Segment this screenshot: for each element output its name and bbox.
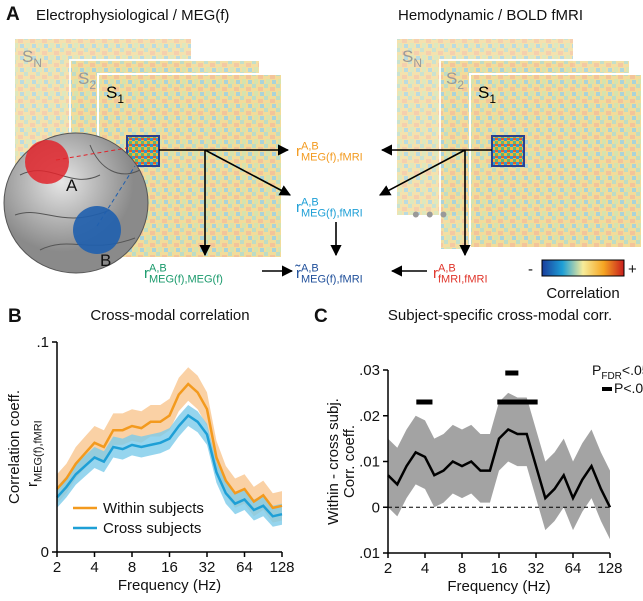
region-block (491, 135, 525, 167)
significance-bar (505, 370, 519, 376)
fmri-matrices (395, 37, 643, 251)
y-tick-label: .03 (359, 362, 380, 379)
y-axis-label: Correlation coeff. (6, 390, 23, 504)
region-a (25, 140, 69, 184)
label-sup: A,B (301, 196, 319, 208)
legend-swatch (602, 387, 612, 391)
significance-bar (497, 399, 538, 405)
panel-label: B (8, 306, 22, 327)
region-label: A (66, 176, 78, 195)
legend-label: Cross subjects (103, 520, 201, 537)
band (57, 405, 282, 527)
label-sub: 2 (457, 78, 464, 92)
label-sub: N (33, 56, 42, 70)
x-tick-label: 32 (199, 559, 216, 576)
label-text: P (592, 362, 601, 378)
significance-label: P<.05 (614, 380, 643, 396)
label-sub: N (413, 56, 422, 70)
line (56, 413, 283, 518)
x-tick-label: 128 (597, 560, 622, 577)
right-title: Hemodynamic / BOLD fMRI (398, 7, 583, 24)
chart-title: Subject-specific cross-modal corr. (388, 307, 612, 324)
label-sup: A,B (438, 262, 456, 274)
panel-label: C (314, 306, 328, 327)
x-tick-label: 16 (491, 560, 508, 577)
y-tick-label: .1 (36, 334, 49, 351)
label-text: r (296, 143, 301, 160)
x-axis-label: Frequency (Hz) (447, 578, 550, 595)
panel-a: A Electrophysiological / MEG(f) Hemodyna… (3, 4, 643, 302)
brain-shape (3, 132, 149, 274)
label-text: r (144, 265, 149, 282)
link (55, 147, 128, 161)
y-tick-label: 0 (372, 499, 380, 516)
x-axis-label: Frequency (Hz) (118, 577, 221, 594)
y-axis-label: Corr. coeff. (341, 425, 358, 498)
label-sub: MEG(f),fMRI (301, 152, 363, 164)
label-text: r (433, 265, 438, 282)
colorbar-min: - (528, 261, 533, 278)
colorbar-max: + (628, 261, 637, 278)
line (387, 427, 612, 508)
x-tick-label: 2 (384, 560, 392, 577)
legend-label: Within subjects (103, 500, 204, 517)
region-b (73, 206, 121, 254)
x-tick-label: 16 (161, 559, 178, 576)
x-tick-label: 64 (565, 560, 582, 577)
label-sub: MEG(f),fMRI (301, 208, 363, 220)
brain: A B (3, 132, 149, 274)
y-axis-label: Within - cross subj. (325, 398, 342, 525)
label-text: S (78, 69, 89, 88)
label-text: S (446, 69, 457, 88)
x-tick-label: 4 (90, 559, 98, 576)
label-text: r̃ (294, 264, 301, 282)
significance-bar (416, 399, 433, 405)
label-text: S (106, 83, 117, 102)
arrow (379, 149, 466, 196)
colorbar-title: Correlation (546, 285, 619, 302)
label-sub: MEG(f),MEG(f) (149, 274, 223, 286)
label-text: <.05 (622, 362, 643, 378)
link (96, 165, 136, 227)
y-tick-label: 0 (41, 544, 49, 561)
label-text: S (478, 83, 489, 102)
y-tick-label: .01 (359, 545, 380, 562)
x-tick-label: 8 (458, 560, 466, 577)
ellipsis: • • • (412, 202, 447, 227)
label-sub: 1 (489, 92, 496, 106)
label-sub: MEG(f),fMRI (33, 420, 45, 482)
label-text: S (22, 47, 33, 66)
band (388, 392, 610, 540)
label-sub: fMRI,fMRI (438, 274, 488, 286)
panel-label: A (6, 4, 20, 25)
label-text: r (296, 199, 301, 216)
label-text: r (24, 482, 41, 487)
x-tick-label: 128 (269, 559, 294, 576)
label-text: S (402, 47, 413, 66)
label-sup: A,B (149, 262, 167, 274)
label-sub: 2 (89, 78, 96, 92)
x-tick-label: 64 (236, 559, 253, 576)
line (56, 382, 283, 510)
label-sub: FDR (601, 371, 622, 382)
arrows (159, 144, 492, 277)
label-sup: A,B (301, 262, 319, 274)
x-tick-label: 32 (528, 560, 545, 577)
label-sub: 1 (117, 92, 124, 106)
chart-title: Cross-modal correlation (90, 307, 249, 324)
region-label: B (100, 251, 111, 270)
y-tick-label: .01 (359, 454, 380, 471)
x-tick-label: 8 (128, 559, 136, 576)
x-tick-label: 4 (421, 560, 429, 577)
x-tick-label: 2 (53, 559, 61, 576)
left-title: Electrophysiological / MEG(f) (36, 7, 229, 24)
y-tick-label: .02 (359, 408, 380, 425)
arrow (204, 149, 291, 196)
colorbar (541, 259, 625, 277)
label-sub: MEG(f),fMRI (301, 274, 363, 286)
label-sup: A,B (301, 140, 319, 152)
